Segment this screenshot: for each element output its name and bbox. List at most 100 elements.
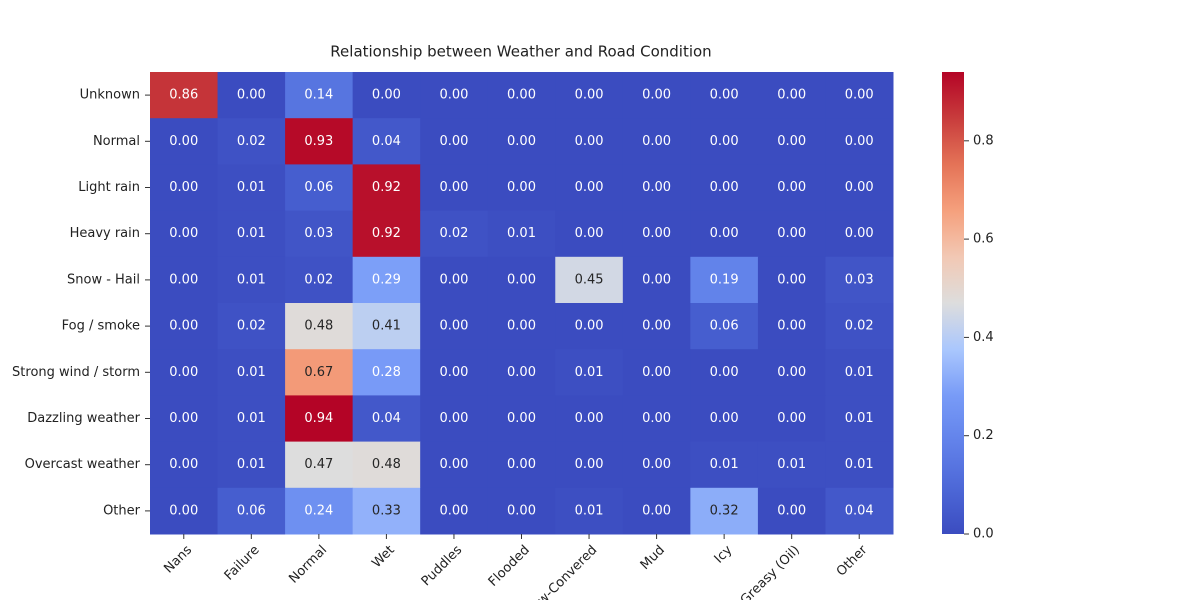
cell-label: 0.00 xyxy=(439,319,468,334)
heatmap-cell xyxy=(420,303,489,350)
heatmap-cell xyxy=(825,395,894,443)
heatmap-cell xyxy=(825,210,894,258)
cell-label: 0.00 xyxy=(575,457,604,472)
cell-label: 0.00 xyxy=(169,180,198,195)
heatmap-cell xyxy=(487,118,556,165)
cell-label: 0.00 xyxy=(507,134,536,149)
heatmap-cell xyxy=(352,487,421,535)
cell-label: 0.00 xyxy=(777,180,806,195)
heatmap-cell xyxy=(825,256,894,304)
heatmap-cell xyxy=(622,72,691,119)
cell-label: 0.00 xyxy=(439,88,468,103)
heatmap-cell xyxy=(420,349,489,396)
heatmap-cell xyxy=(150,210,219,258)
heatmap-cell xyxy=(420,487,489,535)
cell-label: 0.00 xyxy=(507,365,536,380)
cell-label: 0.00 xyxy=(710,411,739,426)
cell-label: 0.00 xyxy=(439,272,468,287)
heatmap-cell xyxy=(217,72,286,119)
cell-label: 0.24 xyxy=(304,503,333,518)
cell-label: 0.00 xyxy=(710,134,739,149)
cell-label: 0.00 xyxy=(575,134,604,149)
x-tick-label: Other xyxy=(834,542,871,579)
heatmap-cell xyxy=(150,72,219,119)
heatmap-cell xyxy=(690,72,759,119)
cell-label: 0.67 xyxy=(304,365,333,380)
heatmap-cell xyxy=(420,441,489,489)
heatmap-cell xyxy=(285,256,354,304)
heatmap-cell xyxy=(555,118,624,165)
cell-label: 0.28 xyxy=(372,365,401,380)
colorbar-tick-label: 0.4 xyxy=(973,330,994,345)
heatmap-cell xyxy=(217,164,286,212)
cell-label: 0.00 xyxy=(845,88,874,103)
cell-label: 0.00 xyxy=(507,88,536,103)
cell-label: 0.00 xyxy=(439,180,468,195)
heatmap-cell xyxy=(757,210,826,258)
heatmap-cell xyxy=(150,487,219,535)
heatmap-cell xyxy=(150,256,219,304)
y-tick-label: Unknown xyxy=(80,88,140,103)
heatmap-cell xyxy=(690,441,759,489)
cell-label: 0.00 xyxy=(169,365,198,380)
heatmap-cell xyxy=(420,210,489,258)
cell-label: 0.00 xyxy=(575,411,604,426)
colorbar xyxy=(942,72,964,534)
heatmap-cell xyxy=(420,164,489,212)
cell-label: 0.48 xyxy=(372,457,401,472)
cell-label: 0.94 xyxy=(304,411,333,426)
heatmap-cell xyxy=(555,256,624,304)
cell-label: 0.41 xyxy=(372,319,401,334)
heatmap-cell xyxy=(285,349,354,396)
cell-label: 0.00 xyxy=(642,180,671,195)
heatmap-cell xyxy=(690,303,759,350)
cell-label: 0.03 xyxy=(845,272,874,287)
cell-label: 0.00 xyxy=(642,319,671,334)
cell-label: 0.01 xyxy=(237,457,266,472)
y-tick-label: Heavy rain xyxy=(70,226,140,241)
heatmap-cell xyxy=(150,441,219,489)
cell-label: 0.01 xyxy=(575,365,604,380)
cell-label: 0.00 xyxy=(372,88,401,103)
cell-label: 0.33 xyxy=(372,503,401,518)
cell-label: 0.04 xyxy=(845,503,874,518)
cell-label: 0.00 xyxy=(777,365,806,380)
x-tick-label: Flooded xyxy=(486,543,533,590)
cell-label: 0.00 xyxy=(507,503,536,518)
cell-label: 0.01 xyxy=(845,457,874,472)
heatmap-cell xyxy=(352,395,421,443)
heatmap-cell xyxy=(217,303,286,350)
y-tick-label: Light rain xyxy=(78,180,140,195)
heatmap-cell xyxy=(150,118,219,165)
cell-label: 0.19 xyxy=(710,272,739,287)
heatmap-cell xyxy=(487,164,556,212)
cell-label: 0.00 xyxy=(642,411,671,426)
y-tick-label: Snow - Hail xyxy=(67,272,140,287)
heatmap-cell xyxy=(690,118,759,165)
cell-label: 0.00 xyxy=(710,88,739,103)
heatmap-cell xyxy=(487,349,556,396)
heatmap-cell xyxy=(622,210,691,258)
heatmap-cell xyxy=(352,72,421,119)
cell-label: 0.02 xyxy=(845,319,874,334)
cell-label: 0.00 xyxy=(777,272,806,287)
heatmap-cell xyxy=(150,349,219,396)
x-tick-label: Mud xyxy=(638,543,668,573)
y-tick-label: Normal xyxy=(93,134,140,149)
heatmap-cell xyxy=(622,395,691,443)
cell-label: 0.00 xyxy=(845,226,874,241)
heatmap-cell xyxy=(420,72,489,119)
cell-label: 0.47 xyxy=(304,457,333,472)
cell-label: 0.02 xyxy=(304,272,333,287)
cell-label: 0.04 xyxy=(372,411,401,426)
cell-label: 0.92 xyxy=(372,226,401,241)
heatmap-cell xyxy=(622,118,691,165)
heatmap-cell xyxy=(487,487,556,535)
heatmap-cell xyxy=(352,164,421,212)
x-tick-label: Greasy (Oil) xyxy=(738,543,803,600)
heatmap-cell xyxy=(352,303,421,350)
cell-label: 0.00 xyxy=(507,319,536,334)
heatmap-cell xyxy=(757,256,826,304)
y-tick-label: Fog / smoke xyxy=(62,319,140,334)
